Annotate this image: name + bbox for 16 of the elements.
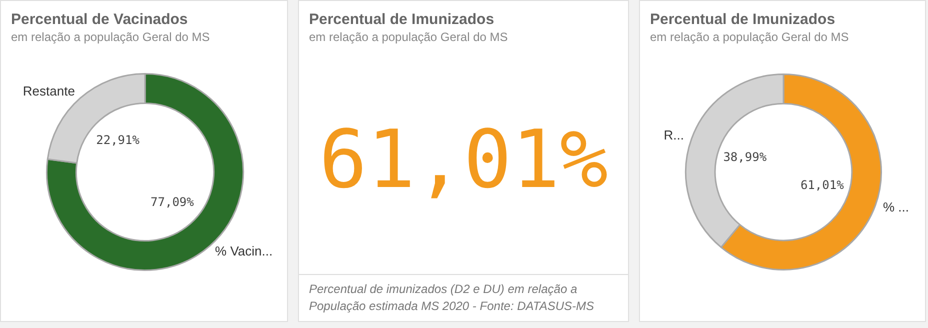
chart-title: Percentual de Imunizados [650, 11, 836, 28]
text: 61,01% [319, 112, 608, 206]
text: Percentual de imunizados (D2 e DU) em relação a População estimada MS 2020 - Fonte: DATASUS-MS [299, 274, 628, 321]
chart-title: Percentual de Vacinados [11, 11, 189, 28]
slice-label: Restante [22, 84, 75, 99]
slice-label: % ... [882, 199, 910, 214]
chart-subtitle: em relação a população Geral do MS [650, 30, 850, 44]
slice-label: % Vacin... [215, 243, 273, 258]
text: em relação a população Geral do MS [309, 30, 509, 44]
data-label: 38,99% [723, 150, 768, 164]
data-label: 22,91% [96, 133, 140, 148]
data-label: 77,09% [150, 195, 195, 210]
slice-label: R... [664, 128, 684, 143]
chart-subtitle: em relação a população Geral do MS [11, 30, 211, 44]
data-label: 61,01% [800, 178, 845, 192]
text: Percentual de Imunizados [309, 11, 496, 28]
